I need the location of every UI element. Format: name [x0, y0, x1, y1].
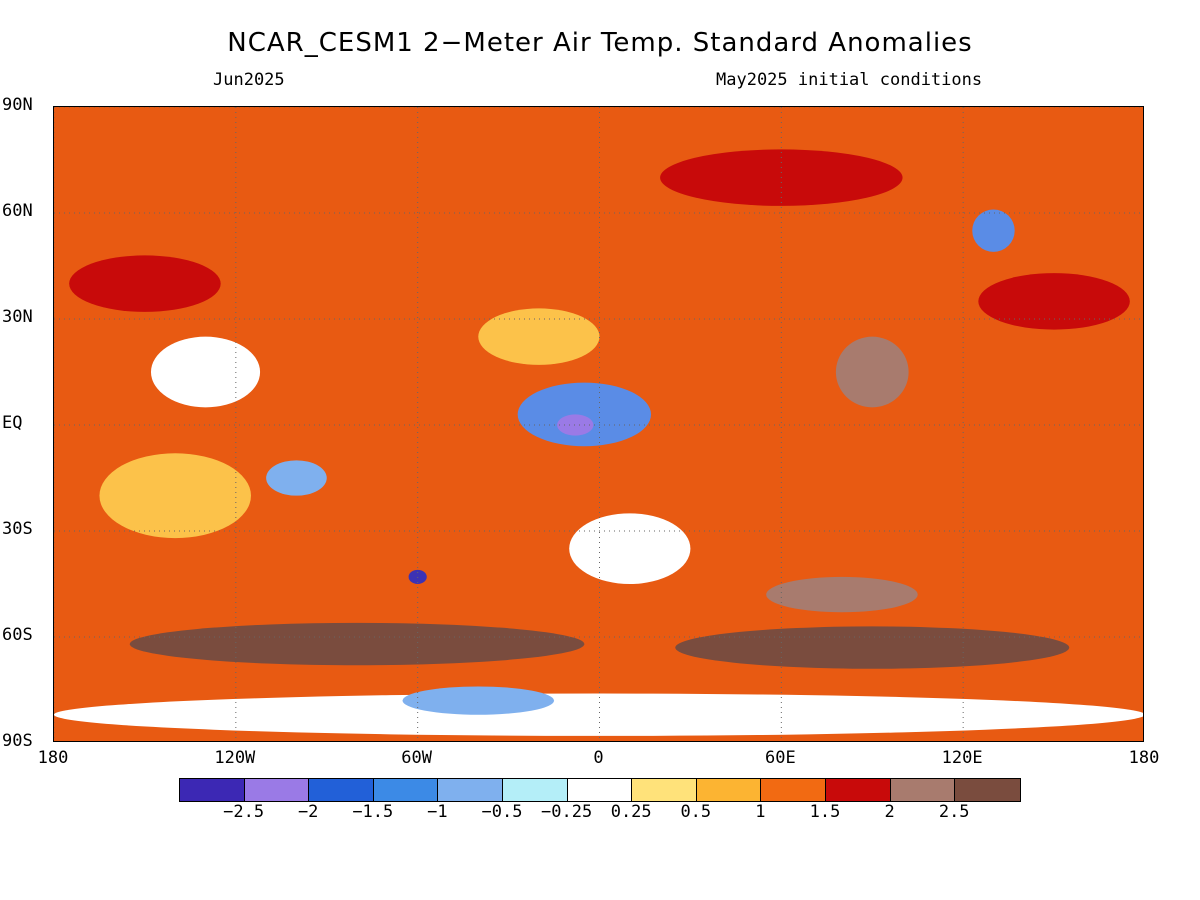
latitude-tick-label: 30S	[2, 519, 33, 539]
anomaly-region	[675, 626, 1070, 669]
longitude-tick-label: 120E	[941, 748, 983, 768]
colorbar-label: −2	[297, 802, 319, 822]
longitude-tick-label: 0	[593, 748, 604, 768]
anomaly-region	[69, 255, 221, 312]
colorbar-label: 0.5	[680, 802, 712, 822]
colorbar-label: −0.5	[481, 802, 523, 822]
colorbar-label: 2	[884, 802, 895, 822]
latitude-tick-label: 60S	[2, 625, 33, 645]
colorbar-label: 0.25	[610, 802, 652, 822]
colorbar-swatch	[696, 779, 762, 801]
anomaly-region	[99, 453, 251, 539]
longitude-tick-label: 60E	[764, 748, 796, 768]
map-title: NCAR_CESM1 2−Meter Air Temp. Standard An…	[227, 28, 973, 58]
anomaly-region	[54, 693, 1143, 736]
anomaly-region	[266, 460, 327, 496]
latitude-tick-label: 60N	[2, 201, 33, 221]
colorbar-swatch	[567, 779, 633, 801]
colorbar-swatch	[373, 779, 439, 801]
anomaly-region	[766, 576, 918, 613]
longitude-tick-label: 180	[1128, 748, 1160, 768]
colorbar-swatch	[244, 779, 310, 801]
colorbar-label: −0.25	[541, 802, 593, 822]
latitude-tick-label: 90S	[2, 731, 33, 751]
map-gridlines	[54, 107, 1143, 741]
colorbar	[179, 778, 1021, 802]
colorbar-swatch	[502, 779, 568, 801]
anomaly-region	[972, 209, 1015, 252]
longitude-tick-label: 180	[37, 748, 69, 768]
anomaly-map	[53, 106, 1144, 742]
anomaly-region	[408, 569, 427, 584]
longitude-tick-label: 120W	[214, 748, 256, 768]
colorbar-label: 1	[755, 802, 766, 822]
colorbar-swatch	[438, 779, 503, 801]
colorbar-label: 2.5	[938, 802, 970, 822]
latitude-tick-label: EQ	[2, 413, 23, 433]
colorbar-swatch	[309, 779, 374, 801]
anomaly-region	[557, 414, 594, 436]
colorbar-label: 1.5	[809, 802, 841, 822]
colorbar-label: −1.5	[352, 802, 394, 822]
longitude-tick-label: 60W	[401, 748, 433, 768]
anomaly-region	[835, 336, 909, 408]
colorbar-label: −2.5	[223, 802, 265, 822]
anomaly-map-canvas	[54, 107, 1143, 741]
colorbar-label: −1	[427, 802, 448, 822]
latitude-tick-label: 90N	[2, 95, 33, 115]
colorbar-swatch	[632, 779, 697, 801]
anomaly-region	[517, 382, 652, 447]
valid-month-label: Jun2025	[213, 70, 285, 90]
anomaly-region	[129, 622, 585, 666]
init-conditions-label: May2025 initial conditions	[716, 70, 983, 90]
anomaly-region	[978, 273, 1130, 330]
colorbar-swatch	[825, 779, 891, 801]
anomaly-region	[478, 308, 600, 365]
latitude-tick-label: 30N	[2, 307, 33, 327]
anomaly-regions	[54, 149, 1143, 736]
colorbar-swatch	[890, 779, 956, 801]
colorbar-swatch	[955, 779, 1020, 801]
anomaly-region	[150, 336, 261, 408]
anomaly-region	[402, 686, 555, 715]
colorbar-swatch	[180, 779, 245, 801]
colorbar-swatch	[761, 779, 826, 801]
anomaly-region	[569, 513, 691, 584]
